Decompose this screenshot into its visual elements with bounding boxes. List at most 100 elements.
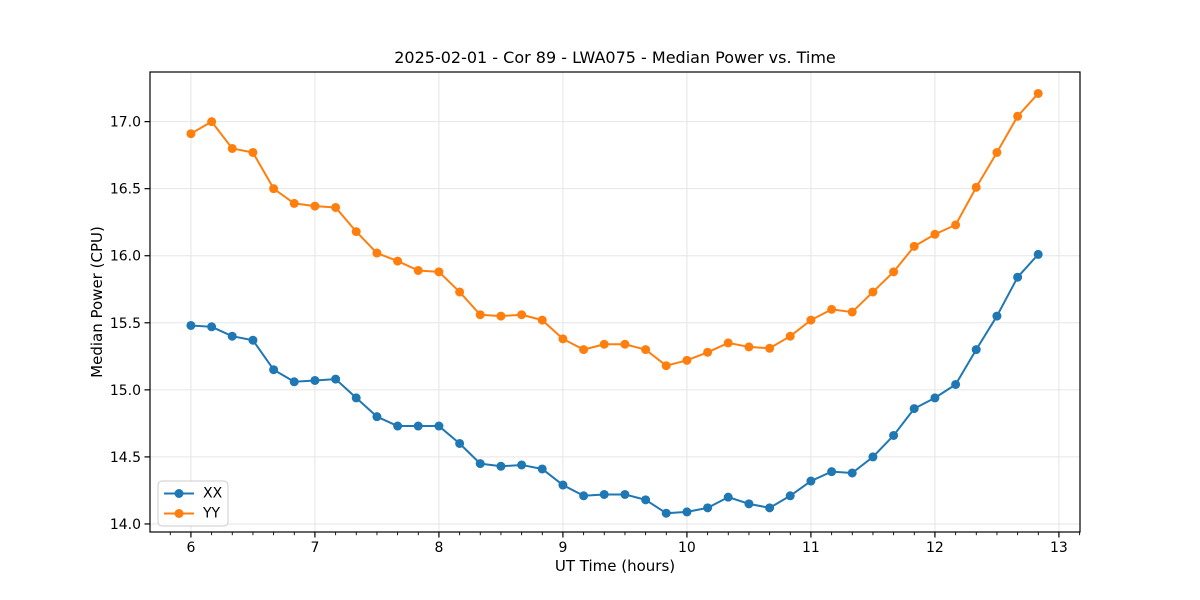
- data-point-xx: [785, 491, 795, 501]
- data-point-xx: [703, 503, 713, 513]
- data-point-yy: [351, 227, 361, 237]
- data-point-yy: [248, 147, 258, 157]
- series-line-xx: [189, 253, 1040, 515]
- data-point-xx: [827, 467, 837, 477]
- data-point-yy: [207, 117, 217, 127]
- x-tick-label: 11: [802, 540, 820, 556]
- data-point-yy: [909, 241, 919, 251]
- data-point-yy: [806, 315, 816, 325]
- x-axis-label: UT Time (hours): [555, 557, 675, 575]
- data-point-yy: [475, 310, 485, 320]
- data-point-yy: [227, 143, 237, 153]
- data-point-xx: [1033, 249, 1043, 259]
- legend-label-yy: YY: [202, 506, 221, 522]
- data-point-xx: [393, 421, 403, 431]
- data-point-xx: [413, 421, 423, 431]
- axes-layer: 6 7 8 9 10 11 12 13 14.0 14.5 15.0 15.5 16.0 16.5 17.0: [110, 115, 1081, 556]
- data-point-xx: [682, 507, 692, 517]
- data-point-xx: [227, 331, 237, 341]
- data-point-yy: [827, 304, 837, 314]
- data-point-xx: [186, 320, 196, 330]
- data-point-yy: [723, 338, 733, 348]
- legend-item-xx: XX: [164, 486, 223, 502]
- data-point-xx: [537, 464, 547, 474]
- data-point-yy: [434, 267, 444, 277]
- plot-area-border: [149, 71, 1081, 533]
- data-point-xx: [599, 489, 609, 499]
- data-point-xx: [289, 377, 299, 387]
- data-point-yy: [889, 267, 899, 277]
- data-point-xx: [269, 365, 279, 375]
- data-point-yy: [413, 265, 423, 275]
- data-point-xx: [661, 508, 671, 518]
- data-point-xx: [620, 489, 630, 499]
- data-point-xx: [765, 503, 775, 513]
- y-tick-label: 14.0: [110, 517, 141, 533]
- data-point-yy: [310, 201, 320, 211]
- legend-item-yy: YY: [164, 506, 221, 522]
- data-point-yy: [558, 334, 568, 344]
- data-point-xx: [909, 404, 919, 414]
- data-point-xx: [455, 438, 465, 448]
- legend-label-xx: XX: [203, 486, 223, 502]
- data-point-yy: [661, 361, 671, 371]
- data-point-xx: [331, 374, 341, 384]
- data-point-yy: [372, 248, 382, 258]
- data-point-xx: [496, 461, 506, 471]
- x-tick-label: 6: [186, 540, 195, 556]
- data-point-yy: [744, 342, 754, 352]
- data-point-xx: [889, 430, 899, 440]
- data-point-xx: [951, 379, 961, 389]
- x-tick-label: 13: [1050, 540, 1068, 556]
- data-point-yy: [703, 347, 713, 357]
- data-point-yy: [971, 182, 981, 192]
- data-point-yy: [930, 229, 940, 239]
- series-layer: [186, 88, 1043, 518]
- data-point-xx: [517, 460, 527, 470]
- y-tick-label: 14.5: [110, 450, 141, 466]
- data-point-yy: [1033, 88, 1043, 98]
- x-tick-label: 9: [558, 540, 567, 556]
- data-point-yy: [868, 287, 878, 297]
- data-point-xx: [558, 480, 568, 490]
- series-line-yy: [189, 92, 1040, 367]
- data-point-xx: [434, 421, 444, 431]
- chart-title: 2025-02-01 - Cor 89 - LWA075 - Median Po…: [394, 48, 836, 67]
- data-point-yy: [331, 202, 341, 212]
- data-point-yy: [1013, 111, 1023, 121]
- data-point-xx: [992, 311, 1002, 321]
- legend-marker-xx: [174, 489, 184, 498]
- data-point-yy: [599, 339, 609, 349]
- data-point-yy: [579, 345, 589, 355]
- gridlines-layer: [150, 72, 1080, 532]
- data-point-yy: [269, 184, 279, 194]
- data-point-xx: [372, 412, 382, 422]
- data-point-xx: [351, 393, 361, 403]
- data-point-xx: [248, 335, 258, 345]
- data-point-yy: [641, 345, 651, 355]
- data-point-yy: [517, 310, 527, 320]
- data-point-yy: [992, 147, 1002, 157]
- y-axis-label: Median Power (CPU): [88, 226, 106, 378]
- data-point-xx: [847, 468, 857, 478]
- data-point-yy: [186, 129, 196, 139]
- data-point-yy: [496, 311, 506, 321]
- series-yy: [186, 88, 1043, 371]
- data-point-xx: [310, 375, 320, 385]
- data-point-xx: [723, 492, 733, 502]
- data-point-xx: [475, 459, 485, 469]
- data-point-xx: [641, 495, 651, 505]
- y-tick-label: 16.0: [110, 249, 141, 265]
- data-point-xx: [806, 476, 816, 486]
- data-point-yy: [620, 339, 630, 349]
- data-point-yy: [682, 355, 692, 365]
- x-tick-label: 12: [926, 540, 944, 556]
- data-point-yy: [393, 256, 403, 266]
- data-point-yy: [455, 287, 465, 297]
- data-point-yy: [951, 220, 961, 230]
- data-point-yy: [537, 315, 547, 325]
- data-point-yy: [847, 307, 857, 317]
- data-point-yy: [785, 331, 795, 341]
